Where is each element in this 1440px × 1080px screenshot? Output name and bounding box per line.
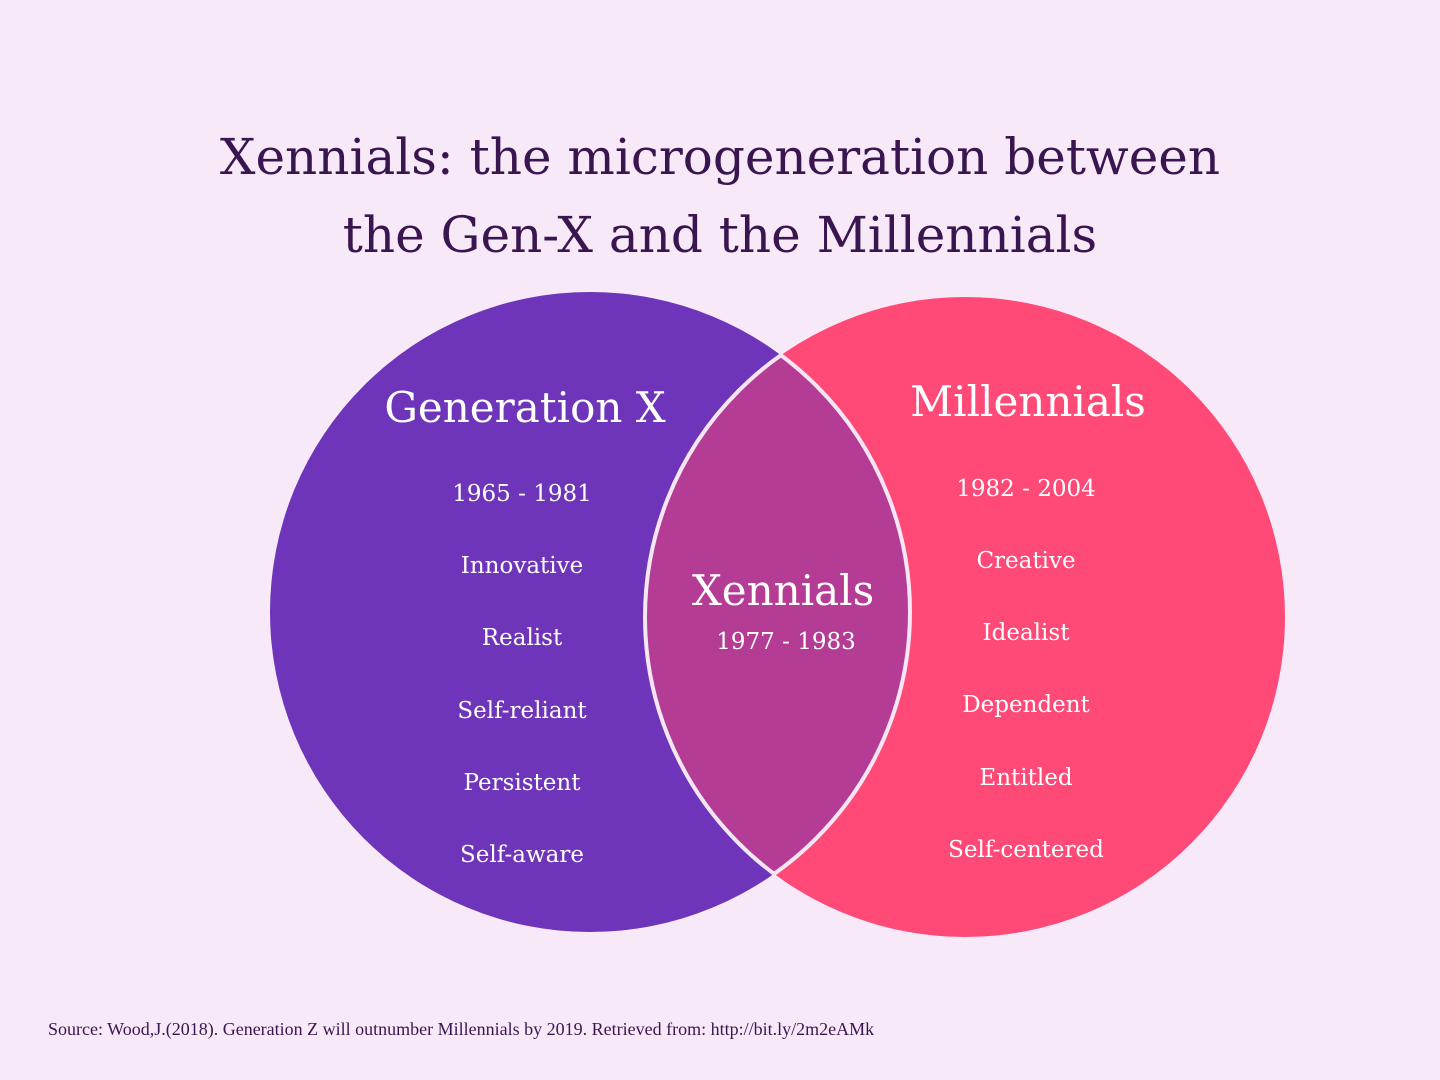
gen-x-item: 1965 - 1981 [452,481,592,507]
millennials-item: 1982 - 2004 [956,476,1096,502]
gen-x-item: Self-reliant [457,698,587,724]
xennials-years: 1977 - 1983 [716,629,856,655]
source-citation: Source: Wood,J.(2018). Generation Z will… [48,1019,875,1039]
gen-x-item: Realist [481,625,563,651]
page-title: Xennials: the microgeneration between th… [0,118,1440,274]
millennials-heading: Millennials [910,377,1146,426]
overlap-outline-right [643,295,910,932]
gen-x-item: Self-aware [460,842,584,868]
overlap-outline-left [645,297,912,934]
title-line-1: Xennials: the microgeneration between [219,127,1221,186]
gen-x-item: Persistent [463,770,581,796]
millennials-item: Idealist [982,620,1070,646]
gen-x-heading: Generation X [384,383,666,432]
xennials-overlap [645,297,910,932]
gen-x-item: Innovative [460,553,584,579]
millennials-item: Creative [976,548,1076,574]
title-line-2: the Gen-X and the Millennials [342,205,1098,264]
millennials-item: Dependent [962,692,1090,718]
millennials-item: Entitled [979,765,1073,791]
xennials-heading: Xennials [691,566,875,615]
millennials-item: Self-centered [948,837,1104,863]
